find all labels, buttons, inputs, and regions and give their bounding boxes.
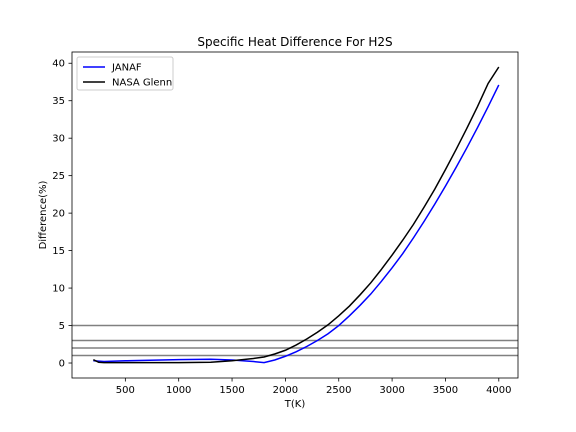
legend-label: JANAF xyxy=(111,63,142,74)
plot-area: 500 1000 1500 2000 2500 3000 3500 4000 0 5 10 15 20 2… xyxy=(52,51,519,396)
y-tick-label: 35 xyxy=(52,96,65,107)
y-tick-label: 0 xyxy=(59,359,65,370)
x-tick-label: 500 xyxy=(116,385,135,396)
y-tick-label: 5 xyxy=(59,321,65,332)
y-tick-label: 10 xyxy=(52,284,65,295)
x-tick-label: 1000 xyxy=(166,385,191,396)
y-tick-label: 30 xyxy=(52,134,65,145)
series-line-nasa-glenn xyxy=(93,66,500,364)
chart-title: Specific Heat Difference For H2S xyxy=(197,35,392,49)
axes-frame xyxy=(71,51,519,379)
legend: JANAF NASA Glenn xyxy=(76,56,174,91)
y-axis-title: Difference(%) xyxy=(38,180,49,249)
x-tick-label: 4000 xyxy=(486,385,511,396)
x-axis-title: T(K) xyxy=(284,399,306,410)
x-tick-label: 3000 xyxy=(379,385,404,396)
series-line-janaf xyxy=(93,84,500,364)
x-tick-label: 2500 xyxy=(326,385,351,396)
y-tick-label: 40 xyxy=(52,59,65,70)
x-tick-label: 3500 xyxy=(433,385,458,396)
x-tick-label: 1500 xyxy=(219,385,244,396)
y-tick-label: 15 xyxy=(52,246,65,257)
y-tick-label: 20 xyxy=(52,209,65,220)
y-tick-label: 25 xyxy=(52,171,65,182)
legend-label: NASA Glenn xyxy=(112,78,172,89)
x-tick-label: 2000 xyxy=(273,385,298,396)
